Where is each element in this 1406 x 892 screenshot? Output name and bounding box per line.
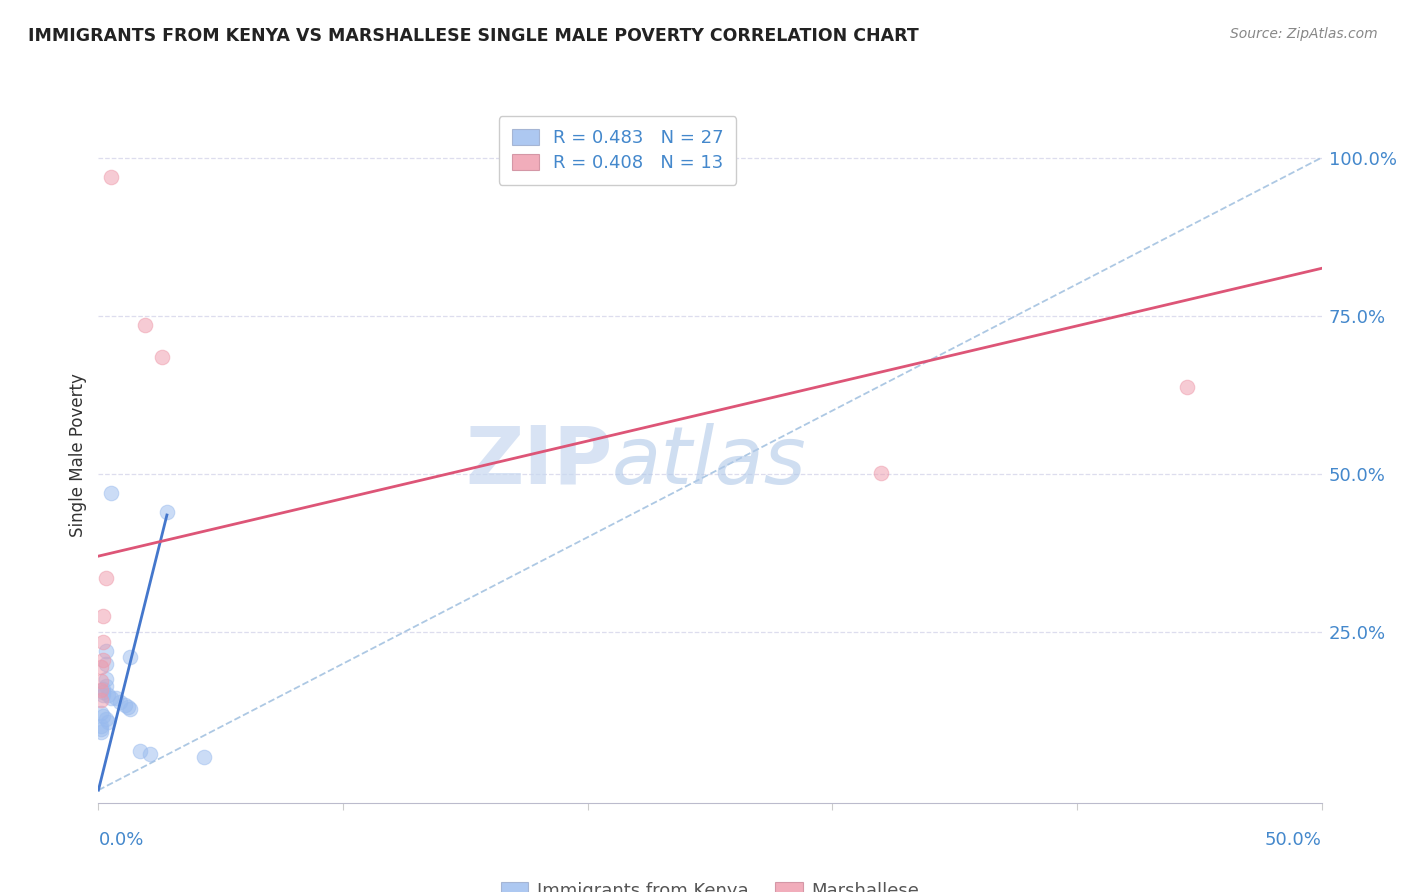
Point: [90, 683, 112, 698]
Point: [91, 609, 114, 624]
Point: [134, 318, 156, 333]
Point: [90, 693, 112, 707]
Legend: Immigrants from Kenya, Marshallese: Immigrants from Kenya, Marshallese: [494, 874, 927, 892]
Point: [91, 681, 114, 696]
Point: [90, 718, 112, 732]
Point: [94, 644, 117, 658]
Text: IMMIGRANTS FROM KENYA VS MARSHALLESE SINGLE MALE POVERTY CORRELATION CHART: IMMIGRANTS FROM KENYA VS MARSHALLESE SIN…: [28, 27, 920, 45]
Point: [120, 650, 142, 665]
Point: [91, 688, 114, 702]
Point: [117, 699, 139, 714]
Text: Source: ZipAtlas.com: Source: ZipAtlas.com: [1230, 27, 1378, 41]
Point: [156, 505, 179, 519]
Point: [90, 706, 112, 720]
Point: [139, 747, 162, 761]
Text: ZIP: ZIP: [465, 423, 612, 501]
Point: [1175, 379, 1198, 393]
Point: [100, 486, 122, 500]
Text: 50.0%: 50.0%: [1265, 830, 1322, 848]
Point: [90, 660, 112, 674]
Point: [104, 691, 127, 706]
Point: [94, 712, 117, 726]
Text: atlas: atlas: [612, 423, 807, 501]
Point: [91, 634, 114, 648]
Text: 0.0%: 0.0%: [98, 830, 143, 848]
Point: [120, 702, 142, 716]
Point: [91, 708, 114, 723]
Point: [100, 691, 122, 706]
Point: [870, 466, 893, 480]
Point: [129, 744, 152, 758]
Point: [97, 688, 120, 702]
Point: [150, 350, 173, 364]
Point: [94, 571, 117, 585]
Point: [90, 722, 112, 736]
Point: [110, 695, 132, 709]
Point: [94, 679, 117, 693]
Point: [193, 750, 215, 764]
Point: [94, 657, 117, 671]
Point: [90, 725, 112, 739]
Y-axis label: Single Male Poverty: Single Male Poverty: [69, 373, 87, 537]
Point: [94, 673, 117, 687]
Point: [100, 169, 122, 184]
Point: [91, 653, 114, 667]
Point: [91, 685, 114, 699]
Point: [97, 714, 120, 729]
Point: [90, 674, 112, 689]
Point: [114, 698, 136, 712]
